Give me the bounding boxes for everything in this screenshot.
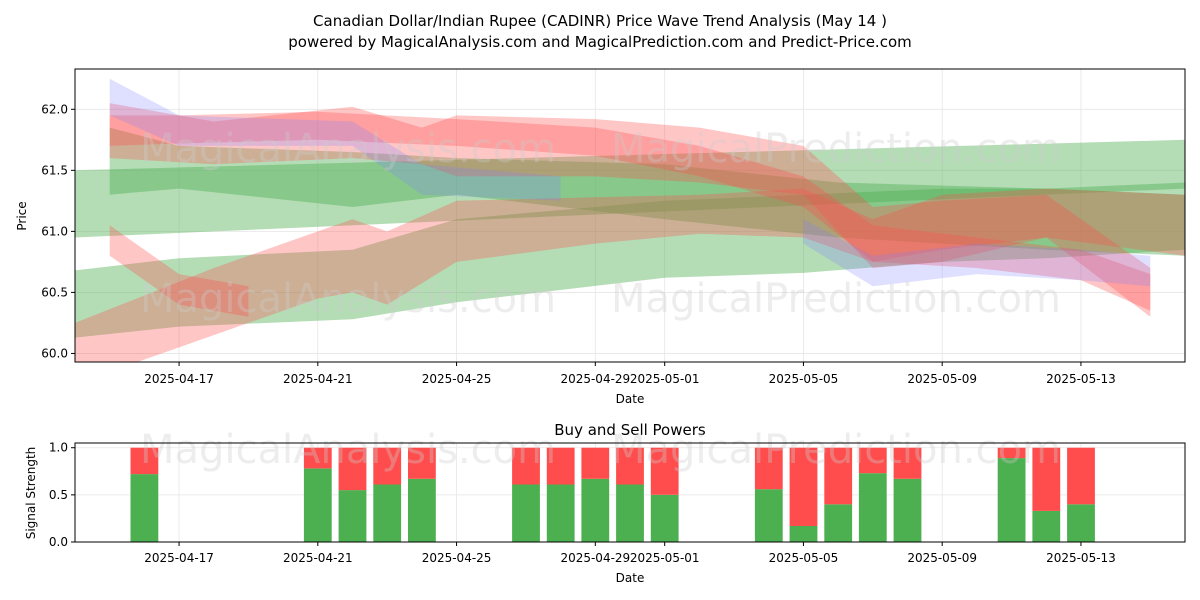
chart-subtitle: powered by MagicalAnalysis.com and Magic… (288, 33, 912, 51)
sell-bar (616, 447, 644, 485)
sell-bar (581, 447, 610, 479)
price-x-tick-label: 2025-05-01 (630, 372, 700, 386)
sell-bar (858, 447, 887, 474)
watermark-right-bottom: MagicalPrediction.com (611, 276, 1061, 322)
signal-x-tick-label: 2025-05-09 (907, 551, 977, 565)
sell-bar (893, 447, 922, 479)
price-y-axis-title: Price (15, 201, 29, 230)
sell-bar (373, 447, 402, 485)
price-y-tick-label: 60.0 (41, 346, 68, 360)
signal-y-tick-label: 1.0 (49, 441, 68, 455)
buy-bar (338, 490, 367, 542)
price-axes-frame (74, 68, 1186, 363)
sell-bar (1067, 447, 1095, 505)
signal-x-tick-label: 2025-05-05 (769, 551, 839, 565)
signal-ticks: 2025-04-17 2025-04-21 2025-04-25 2025-04-29… (49, 441, 1116, 565)
sell-bar (338, 447, 367, 491)
signal-title: Buy and Sell Powers (554, 421, 706, 439)
signal-x-tick-label: 2025-05-13 (1046, 551, 1116, 565)
buy-bar (373, 484, 402, 542)
buy-bar (546, 484, 575, 542)
buy-bar (408, 478, 436, 542)
price-y-tick-label: 62.0 (41, 102, 68, 116)
price-band-red-5 (109, 103, 1151, 317)
price-x-tick-label: 2025-04-17 (144, 372, 214, 386)
price-x-tick-label: 2025-04-25 (422, 372, 492, 386)
sell-bar (997, 447, 1026, 459)
signal-x-tick-label: 2025-04-21 (283, 551, 353, 565)
price-ticks: 2025-04-17 2025-04-21 2025-04-25 2025-04-29… (41, 102, 1116, 386)
signal-x-tick-label: 2025-04-25 (422, 551, 492, 565)
signal-x-axis-title: Date (616, 571, 645, 585)
signal-axes-frame (74, 442, 1186, 543)
buy-bar (130, 474, 159, 542)
sell-bar (824, 447, 853, 505)
price-bands (75, 78, 1185, 362)
price-band-blue-8 (803, 219, 1151, 287)
sell-bar (1032, 447, 1061, 511)
price-y-tick-label: 60.5 (41, 285, 68, 299)
watermark-signal-right: MagicalPrediction.com (611, 427, 1061, 473)
buy-bar (858, 473, 887, 542)
sell-bar (754, 447, 783, 490)
sell-bar (512, 447, 540, 485)
sell-bar (789, 447, 818, 526)
buy-bar (650, 494, 679, 542)
buy-bar (512, 484, 540, 542)
buy-bar (1032, 510, 1061, 542)
sell-bar (130, 447, 159, 475)
buy-bar (616, 484, 644, 542)
price-x-tick-label: 2025-05-09 (907, 372, 977, 386)
price-band-green-0 (75, 139, 1185, 238)
sell-bar (303, 447, 332, 469)
buy-bar (893, 478, 922, 542)
price-x-tick-label: 2025-04-29 (560, 372, 630, 386)
signal-x-tick-label: 2025-04-29 (560, 551, 630, 565)
signal-y-tick-label: 0.0 (49, 535, 68, 549)
sell-bar (650, 447, 679, 495)
buy-bar (824, 504, 853, 542)
watermark-left-bottom: MagicalAnalysis.com (140, 276, 556, 322)
buy-bar (1067, 504, 1095, 542)
signal-bars (130, 447, 1095, 542)
signal-panel: Buy and Sell Powers MagicalAnalysis.com … (24, 421, 1186, 585)
price-panel: MagicalAnalysis.com MagicalPrediction.co… (15, 68, 1186, 406)
watermark-left-top: MagicalAnalysis.com (140, 126, 556, 172)
price-band-blue-7 (109, 78, 561, 201)
price-x-tick-label: 2025-05-05 (769, 372, 839, 386)
signal-x-tick-label: 2025-04-17 (144, 551, 214, 565)
price-band-green-1 (75, 182, 1185, 338)
price-y-tick-label: 61.0 (41, 224, 68, 238)
sell-bar (408, 447, 436, 479)
sell-bar (546, 447, 575, 485)
price-x-axis-title: Date (616, 392, 645, 406)
price-band-green-2 (109, 127, 1185, 256)
signal-y-axis-title: Signal Strength (24, 447, 38, 540)
price-y-tick-label: 61.5 (41, 163, 68, 177)
price-x-tick-label: 2025-05-13 (1046, 372, 1116, 386)
buy-bar (754, 489, 783, 542)
price-grid (75, 69, 1185, 362)
watermark-signal-left: MagicalAnalysis.com (140, 427, 556, 473)
signal-x-tick-label: 2025-05-01 (630, 551, 700, 565)
buy-bar (997, 458, 1026, 542)
price-band-red-3 (75, 188, 1185, 362)
price-band-red-6 (109, 225, 249, 317)
buy-bar (303, 468, 332, 542)
chart-title: Canadian Dollar/Indian Rupee (CADINR) Pr… (313, 12, 887, 30)
buy-bar (789, 526, 818, 542)
price-band-red-4 (109, 111, 1151, 311)
buy-bar (581, 478, 610, 542)
price-x-tick-label: 2025-04-21 (283, 372, 353, 386)
watermark-right-top: MagicalPrediction.com (611, 126, 1061, 172)
signal-y-tick-label: 0.5 (49, 488, 68, 502)
